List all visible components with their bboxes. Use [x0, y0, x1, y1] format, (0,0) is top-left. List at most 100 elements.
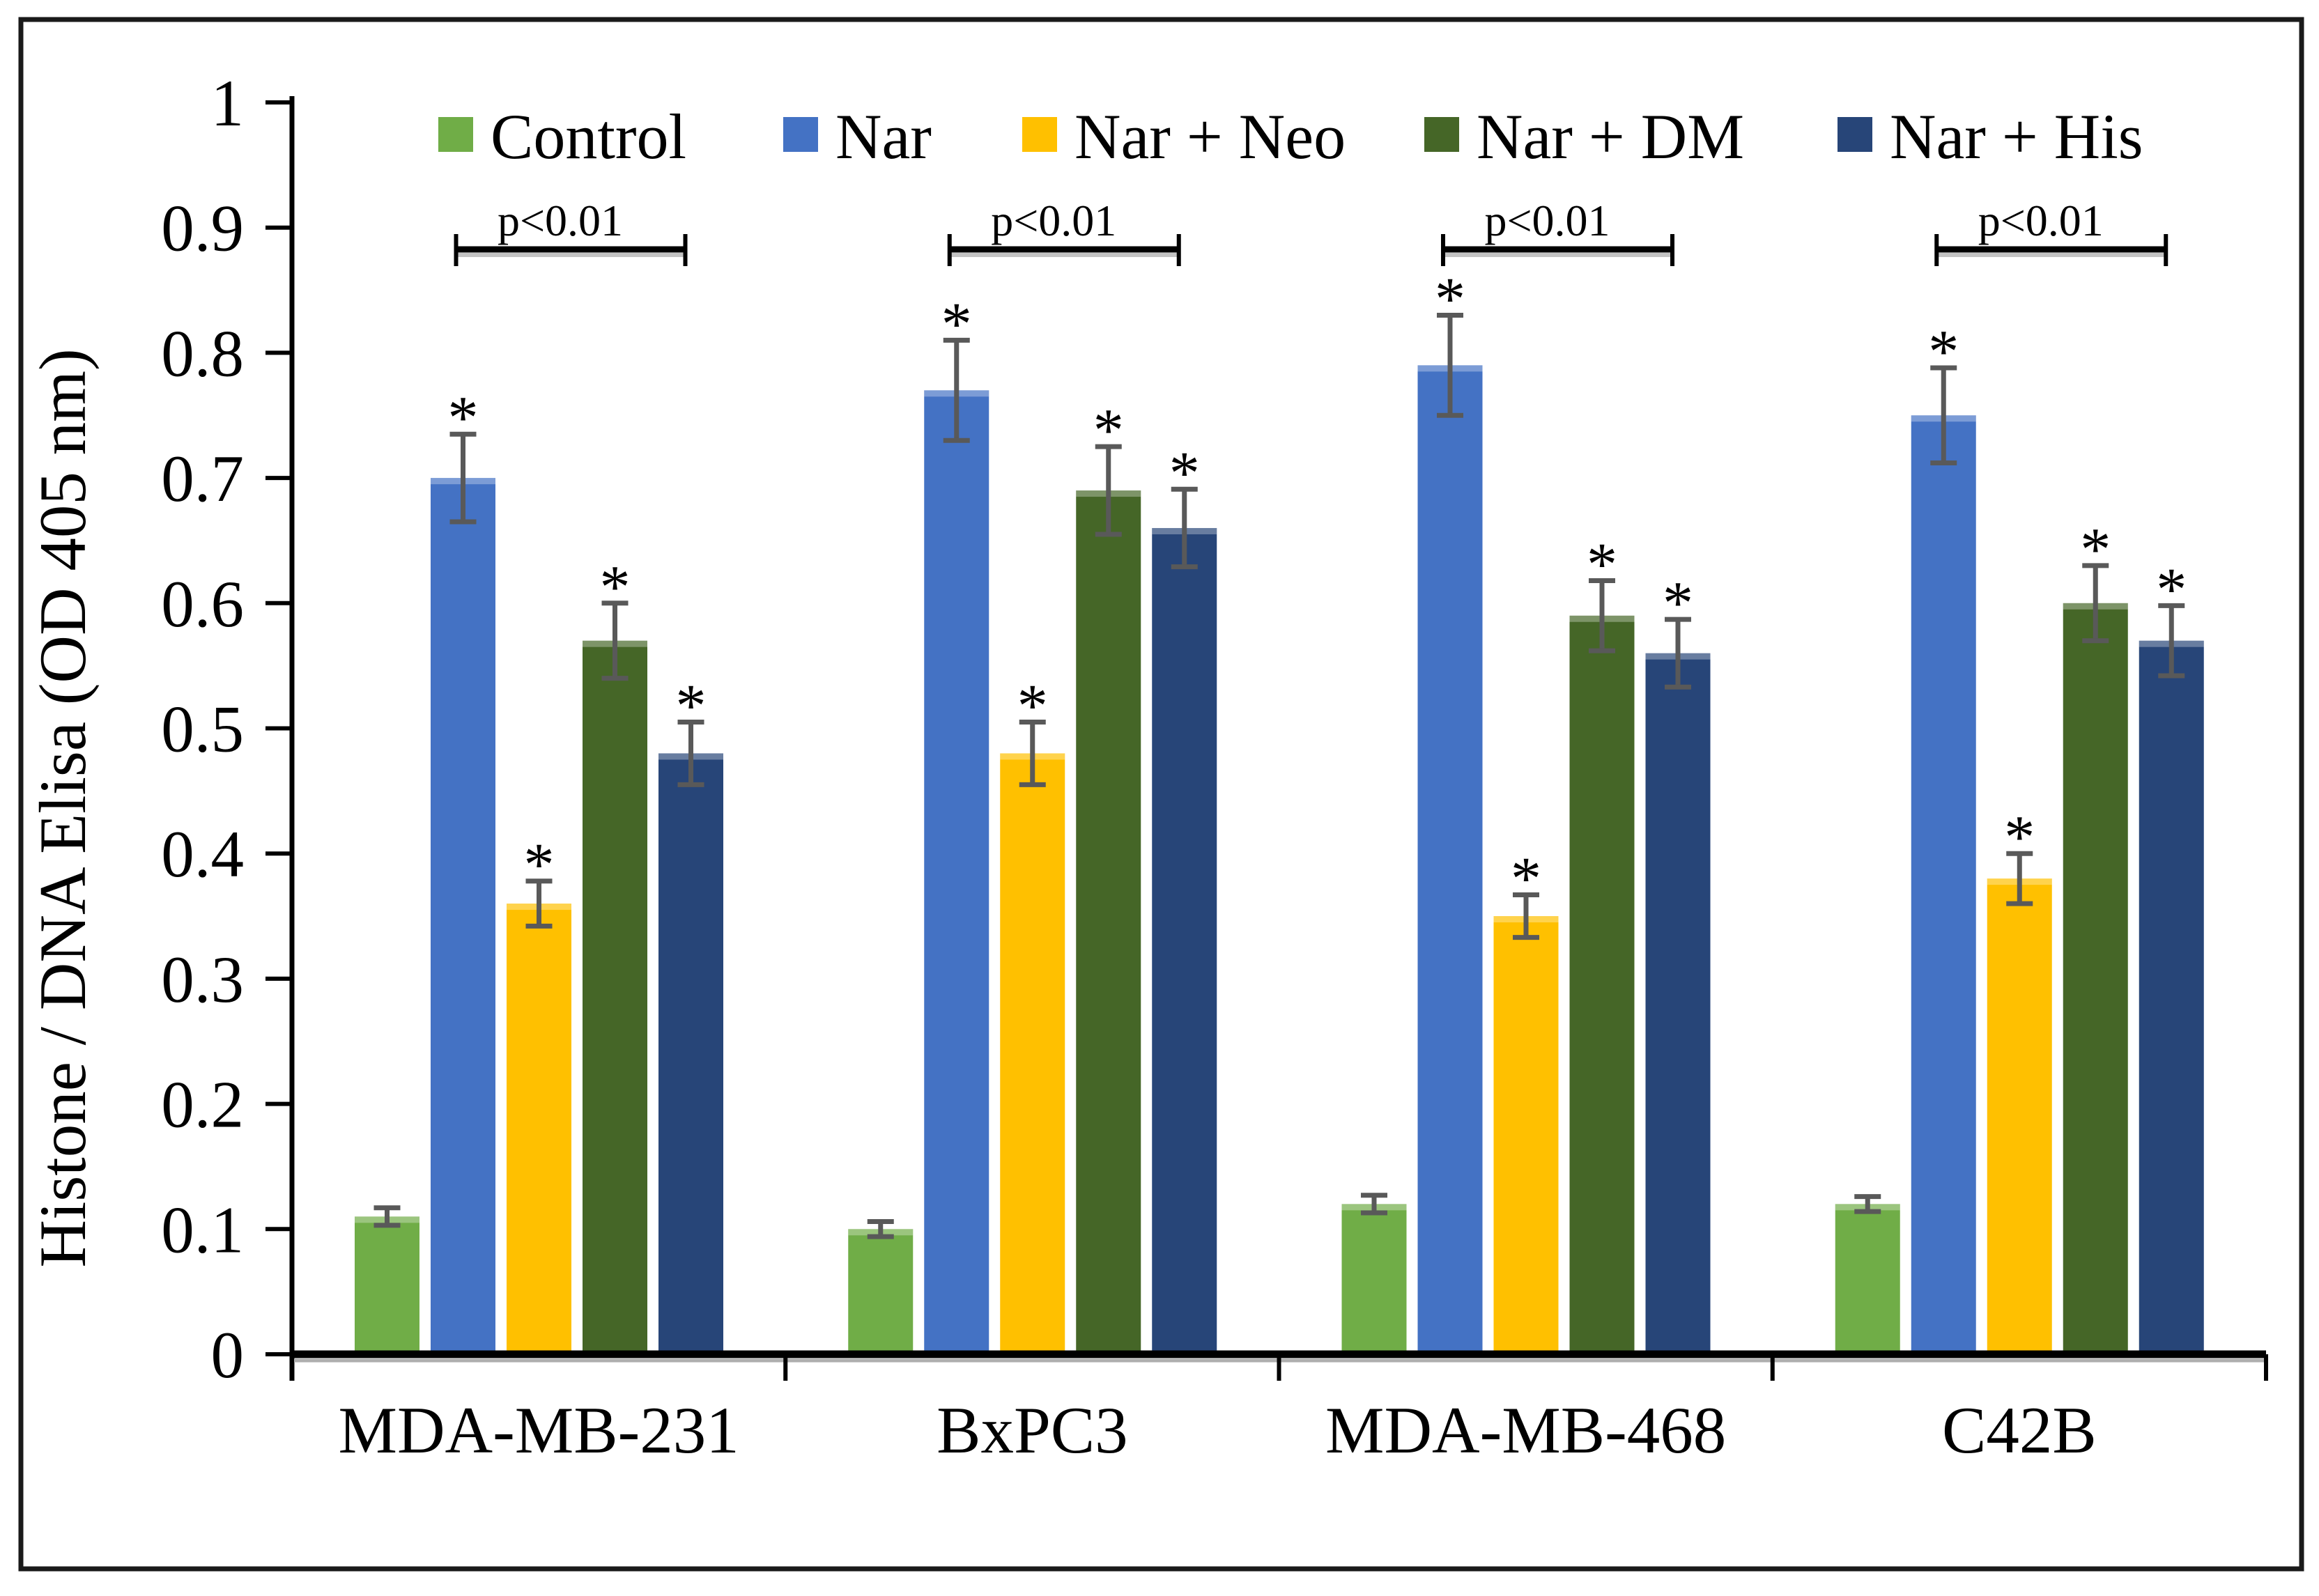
bar-nar-mda-mb-468 [1417, 365, 1483, 1354]
bar-nar-his-bxpc3 [1152, 527, 1217, 1354]
significance-bracket-bxpc3: p<0.01 [947, 196, 1181, 266]
error-bar-control-mda-mb-231 [373, 1205, 401, 1228]
y-tick-label-0.6: 0.6 [161, 567, 244, 641]
significance-bracket-mda-mb-468: p<0.01 [1441, 196, 1674, 266]
error-bar-nar-dm-mda-mb-468 [1589, 578, 1615, 653]
plot-area: * * * * * * * * * * * * * * * * p<0.01 p<0.01 p<0.01 p<0.01… [161, 66, 2268, 1467]
legend-item-nar-neo: Nar + Neo [1022, 101, 1346, 172]
bar-control-mda-mb-231 [355, 1216, 419, 1354]
bar-nar-neo-mda-mb-231 [507, 904, 571, 1354]
legend-item-nar: Nar [783, 101, 932, 172]
error-bar-control-bxpc3 [867, 1219, 894, 1239]
error-bar-nar-neo-mda-mb-231 [525, 878, 553, 929]
axes: 0 0.1 0.2 0.3 0.4 0.5 0.6 0.7 0.8 0.9 1 MDA-MB-231 B… [161, 66, 2268, 1467]
significance-asterisk: * [1169, 440, 1200, 507]
significance-asterisk: * [1017, 673, 1048, 741]
significance-asterisk: * [1435, 265, 1465, 333]
error-bar-nar-bxpc3 [943, 337, 970, 443]
bar-nar-his-c42b [2139, 640, 2204, 1355]
bar-nar-neo-bxpc3 [1000, 753, 1065, 1354]
legend-label-control: Control [491, 101, 686, 172]
significance-asterisk: * [1928, 318, 1959, 386]
error-bar-nar-neo-c42b [2006, 851, 2033, 906]
y-axis-title: Histone / DNA Elisa (OD 405 nm) [26, 348, 100, 1267]
significance-asterisk: * [1587, 531, 1617, 598]
y-tick-label-0.1: 0.1 [161, 1193, 244, 1266]
error-bar-nar-neo-mda-mb-468 [1513, 892, 1539, 940]
bar-control-c42b [1835, 1204, 1900, 1354]
bar-group-bxpc3: * * * * [848, 290, 1217, 1354]
significance-asterisk: * [1093, 397, 1124, 465]
bar-nar-his-mda-mb-231 [658, 753, 723, 1354]
bar-group-mda-mb-231: * * * * [355, 385, 723, 1355]
error-bar-control-c42b [1854, 1194, 1881, 1214]
significance-asterisk: * [524, 832, 555, 899]
bar-nar-neo-c42b [1987, 878, 2052, 1354]
significance-bracket-mda-mb-231: p<0.01 [454, 196, 688, 266]
bar-nar-dm-bxpc3 [1076, 490, 1141, 1354]
bar-nar-dm-mda-mb-231 [583, 640, 647, 1355]
legend: Control Nar Nar + Neo Nar + DM Nar + His [438, 101, 2143, 172]
legend-label-nar-his: Nar + His [1890, 101, 2143, 172]
bar-nar-c42b [1911, 415, 1976, 1354]
y-tick-label-1: 1 [211, 66, 245, 140]
significance-asterisk: * [941, 290, 972, 358]
error-bar-nar-mda-mb-468 [1437, 312, 1463, 418]
legend-label-nar: Nar [835, 101, 932, 172]
bar-nar-dm-c42b [2063, 603, 2128, 1354]
significance-asterisk: * [448, 385, 479, 452]
y-tick-label-0.2: 0.2 [161, 1068, 244, 1142]
significance-bracket-c42b: p<0.01 [1934, 196, 2168, 266]
significance-asterisk: * [2004, 804, 2035, 871]
significance-asterisk: * [1511, 846, 1541, 913]
significance-asterisk: * [2156, 556, 2187, 623]
error-bar-nar-his-c42b [2158, 603, 2185, 679]
legend-swatch-nar-neo [1022, 117, 1057, 152]
y-tick-label-0: 0 [211, 1318, 245, 1392]
error-bar-nar-his-mda-mb-468 [1665, 617, 1691, 690]
legend-item-nar-his: Nar + His [1838, 101, 2143, 172]
y-tick-label-0.8: 0.8 [161, 316, 244, 390]
error-bar-nar-dm-mda-mb-231 [601, 601, 629, 681]
error-bar-nar-mda-mb-231 [449, 431, 477, 525]
p-value-label: p<0.01 [498, 196, 623, 245]
legend-swatch-nar-his [1838, 117, 1872, 152]
error-bar-nar-neo-bxpc3 [1019, 720, 1046, 787]
legend-swatch-nar [783, 117, 818, 152]
legend-item-control: Control [438, 101, 686, 172]
error-bar-nar-c42b [1930, 365, 1957, 466]
significance-asterisk: * [1663, 570, 1693, 637]
legend-swatch-nar-dm [1424, 117, 1459, 152]
bar-nar-dm-mda-mb-468 [1569, 615, 1635, 1354]
p-value-label: p<0.01 [991, 196, 1116, 245]
bar-nar-bxpc3 [924, 390, 989, 1354]
y-tick-label-0.9: 0.9 [161, 192, 244, 265]
y-tick-label-0.3: 0.3 [161, 943, 244, 1016]
bar-control-bxpc3 [848, 1229, 914, 1354]
error-bar-nar-his-bxpc3 [1171, 486, 1198, 570]
y-tick-label-0.7: 0.7 [161, 442, 244, 516]
significance-asterisk: * [676, 673, 707, 741]
x-category-label-mda-mb-468: MDA-MB-468 [1325, 1393, 1726, 1467]
p-value-label: p<0.01 [1978, 196, 2104, 245]
p-value-label: p<0.01 [1484, 196, 1610, 245]
legend-label-nar-neo: Nar + Neo [1074, 101, 1346, 172]
legend-label-nar-dm: Nar + DM [1477, 101, 1744, 172]
bar-nar-neo-mda-mb-468 [1493, 916, 1559, 1354]
significance-asterisk: * [2080, 516, 2111, 584]
error-bar-nar-his-mda-mb-231 [677, 720, 704, 787]
y-tick-label-0.4: 0.4 [161, 817, 244, 891]
error-bar-control-mda-mb-468 [1361, 1193, 1387, 1216]
error-bar-nar-dm-bxpc3 [1095, 444, 1122, 537]
bar-nar-his-mda-mb-468 [1645, 653, 1711, 1354]
significance-asterisk: * [600, 554, 631, 621]
bar-nar-mda-mb-231 [431, 478, 495, 1354]
x-category-label-bxpc3: BxPC3 [937, 1393, 1128, 1467]
legend-swatch-control [438, 117, 473, 152]
error-bar-nar-dm-c42b [2082, 563, 2109, 644]
x-category-label-c42b: C42B [1942, 1393, 2097, 1467]
figure-border [18, 17, 2304, 1572]
x-category-label-mda-mb-231: MDA-MB-231 [338, 1393, 739, 1467]
